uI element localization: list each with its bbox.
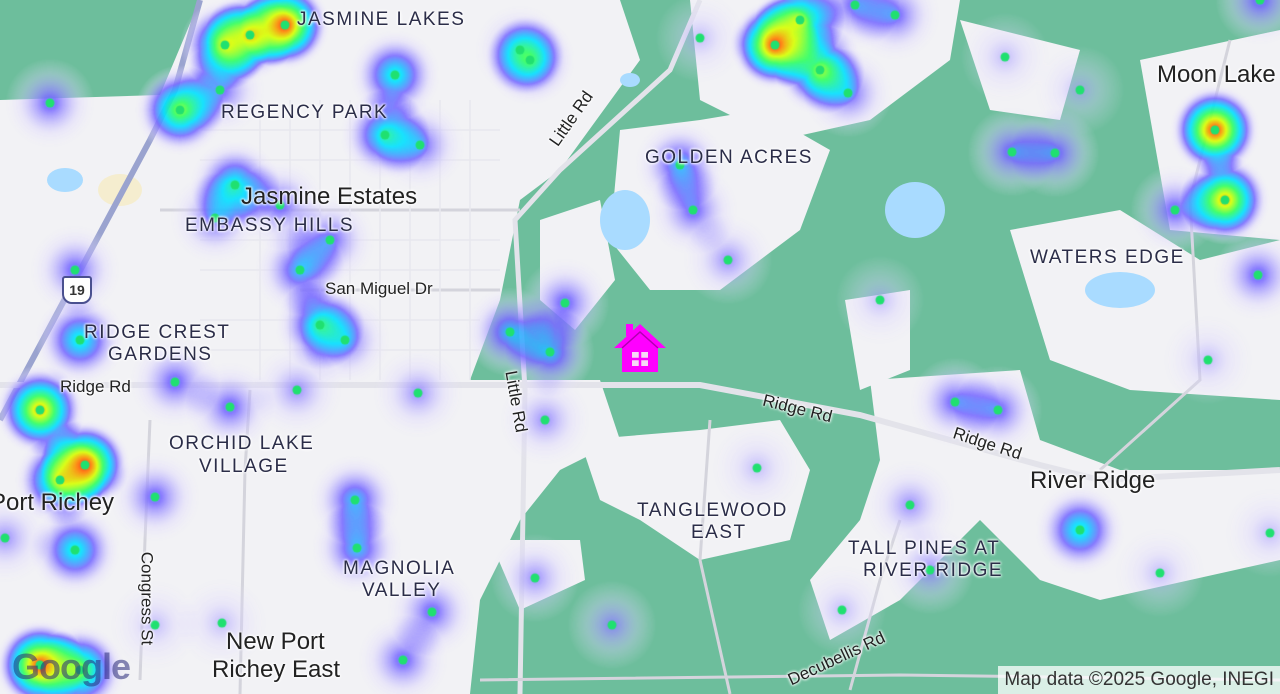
area-label: JASMINE LAKES (297, 9, 466, 30)
area-label: GARDENS (108, 344, 213, 365)
area-label: RIVER RIDGE (863, 560, 1004, 581)
area-label: VILLAGE (199, 456, 289, 477)
area-label: GOLDEN ACRES (645, 147, 813, 168)
area-label: EMBASSY HILLS (185, 215, 355, 236)
area-label: RIDGE CREST (84, 322, 231, 343)
road-label: San Miguel Dr (325, 279, 433, 298)
road-label: Ridge Rd (60, 377, 131, 396)
city-label: Richey East (212, 656, 341, 683)
highway-shield: 19 (62, 276, 92, 304)
road-label: Congress St (137, 551, 157, 646)
area-label: WATERS EDGE (1030, 247, 1185, 268)
map-attribution[interactable]: Map data ©2025 Google, INEGI (998, 666, 1280, 694)
city-label: Moon Lake (1157, 61, 1276, 88)
home-icon (614, 324, 666, 372)
area-label: TANGLEWOOD (637, 500, 788, 521)
area-label: EAST (691, 522, 747, 543)
city-label: Port Richey (0, 489, 115, 516)
city-label: River Ridge (1030, 467, 1156, 494)
city-label: Jasmine Estates (241, 183, 418, 210)
area-label: VALLEY (362, 580, 442, 601)
area-label: MAGNOLIA (343, 558, 456, 579)
area-label: TALL PINES AT (848, 538, 1001, 559)
area-label: REGENCY PARK (221, 102, 389, 123)
google-logo: Google (12, 646, 131, 687)
area-label: ORCHID LAKE (169, 433, 315, 454)
home-marker[interactable] (612, 320, 668, 376)
city-label: New Port (226, 628, 325, 655)
